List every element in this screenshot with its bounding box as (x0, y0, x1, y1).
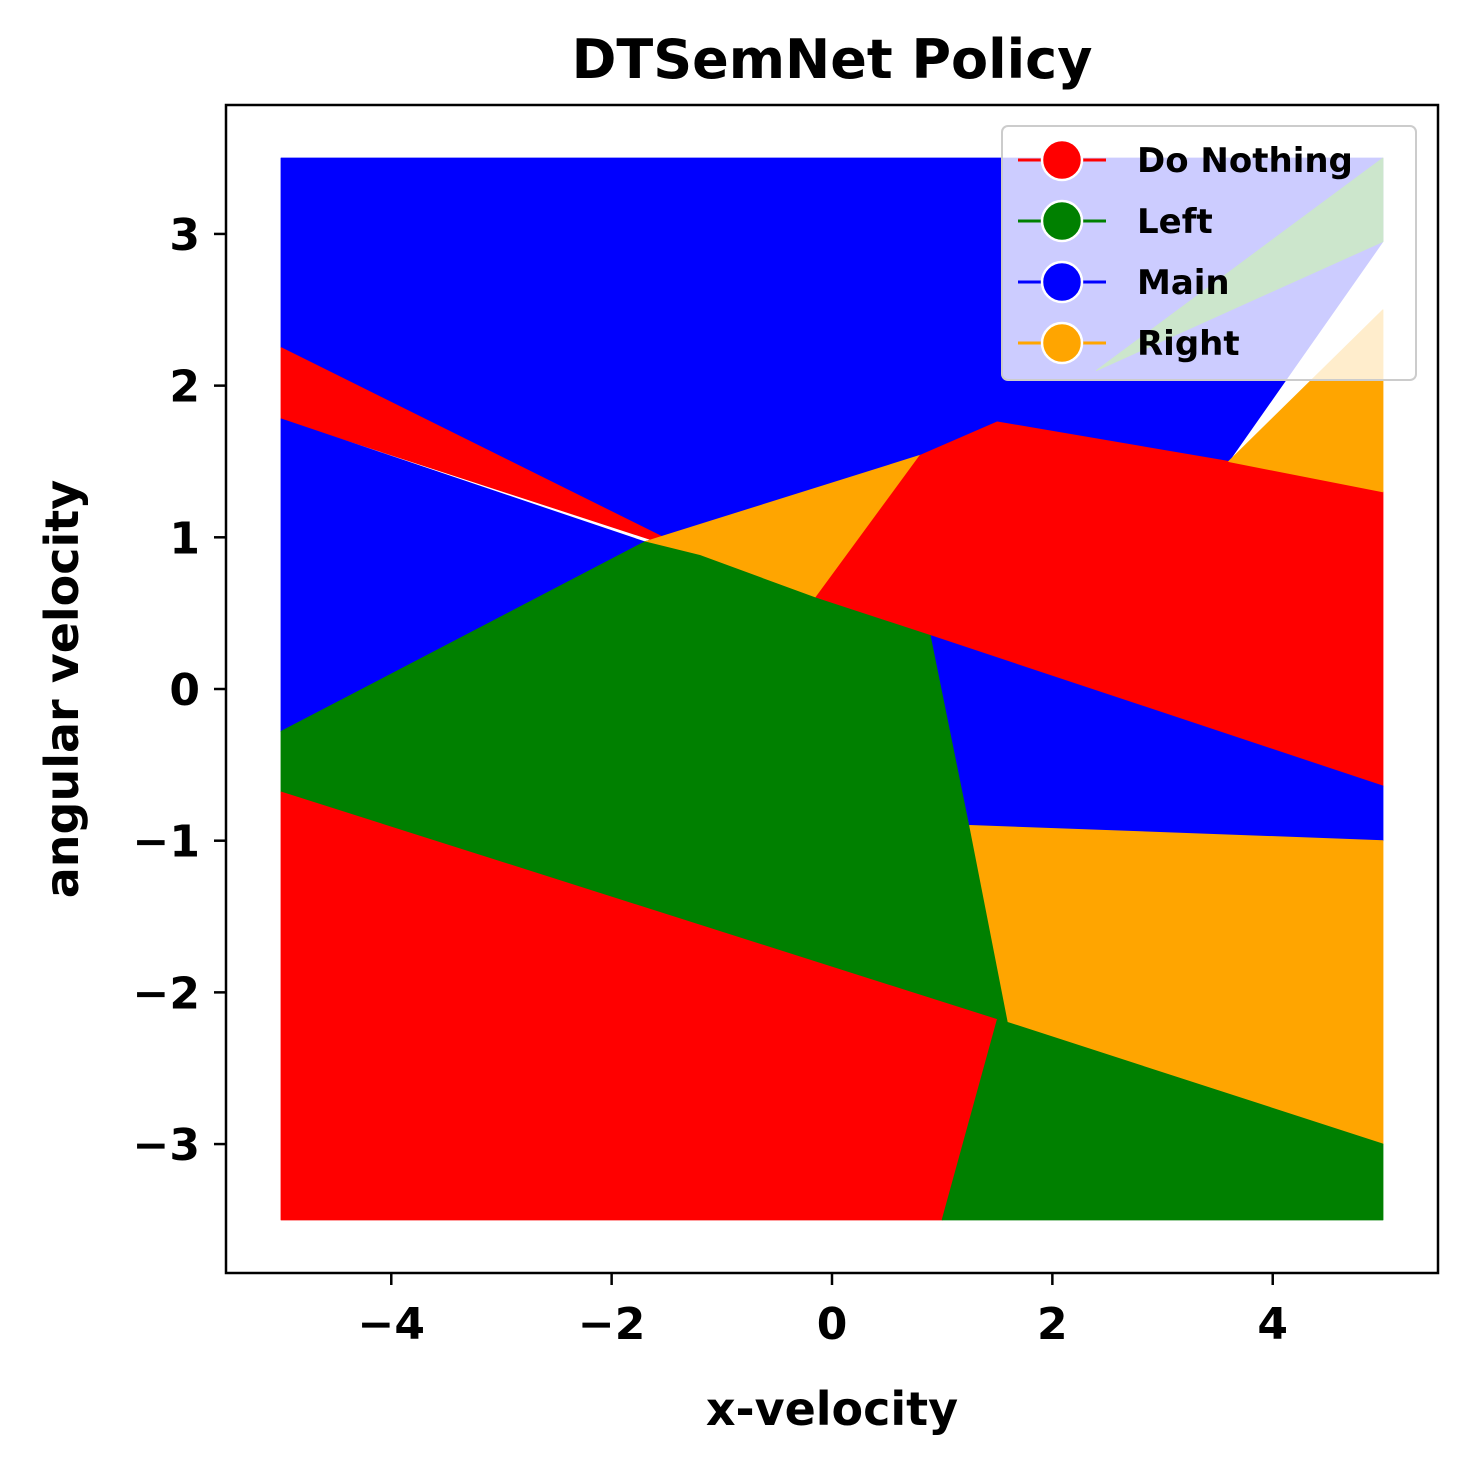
legend-marker (1040, 199, 1084, 243)
y-tick-label: 0 (169, 665, 200, 716)
x-axis-label: x-velocity (706, 1382, 958, 1436)
x-tick-label: 0 (817, 1299, 848, 1350)
region-left-11 (941, 1019, 1384, 1221)
legend-marker (1040, 321, 1084, 365)
legend-marker (1040, 138, 1084, 182)
legend-label: Left (1137, 202, 1213, 242)
y-tick-label: 3 (169, 210, 200, 261)
y-axis-label: angular velocity (35, 480, 89, 899)
region-do-nothing-1 (280, 347, 701, 556)
legend-box (1001, 125, 1417, 381)
x-axis-ticks: −4 −2 0 2 4 (358, 1273, 1288, 1350)
y-tick-label: −2 (133, 968, 200, 1019)
x-tick-label: −4 (358, 1299, 425, 1350)
legend-label: Do Nothing (1137, 141, 1353, 181)
y-axis-ticks: −3 −2 −1 0 1 2 3 (133, 210, 226, 1171)
y-tick-label: −3 (133, 1120, 200, 1171)
legend-marker (1040, 260, 1084, 304)
y-tick-label: −1 (133, 817, 200, 868)
y-tick-label: 2 (169, 362, 200, 413)
legend-label: Right (1137, 324, 1240, 364)
x-tick-label: 4 (1257, 1299, 1288, 1350)
x-tick-label: −2 (578, 1299, 645, 1350)
chart-title: DTSemNet Policy (572, 28, 1093, 91)
legend: Do Nothing Left Main Right (1001, 125, 1417, 381)
y-tick-label: 1 (169, 513, 200, 564)
legend-label: Main (1137, 263, 1230, 303)
x-tick-label: 2 (1037, 1299, 1068, 1350)
